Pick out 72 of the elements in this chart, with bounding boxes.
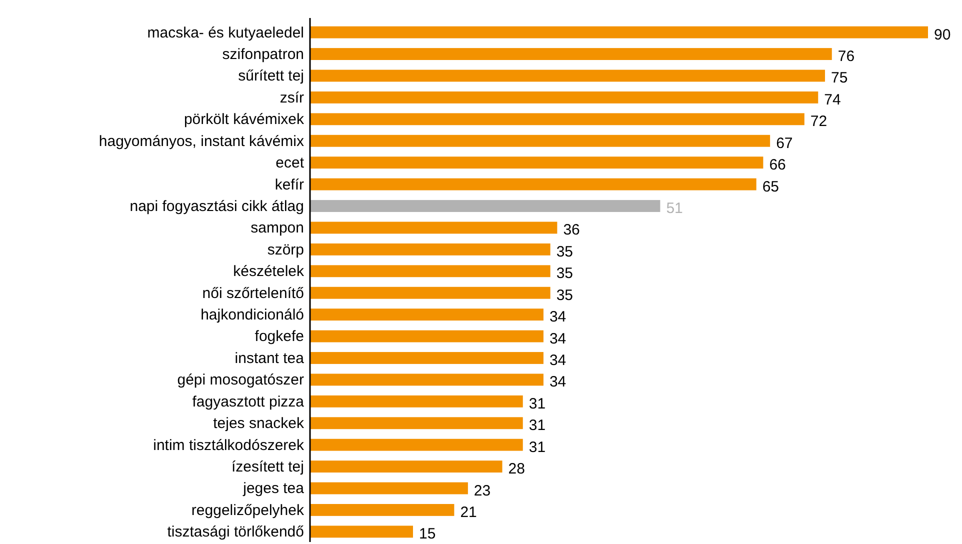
y-tick-label: instant tea: [234, 350, 305, 367]
bar: [310, 222, 558, 234]
y-tick-label: jeges tea: [242, 480, 305, 498]
bar: [310, 417, 523, 430]
bar: [310, 395, 523, 408]
y-tick-label: készételek: [233, 263, 304, 280]
data-label: 35: [556, 243, 574, 260]
data-label: 66: [769, 156, 786, 174]
data-label: 76: [838, 48, 855, 66]
y-tick-label: tejes snackek: [213, 415, 304, 432]
y-tick-label: kefír: [274, 176, 304, 194]
data-label: 15: [419, 526, 436, 543]
bar: [310, 330, 544, 342]
data-label: 75: [831, 70, 848, 87]
data-label: 51: [666, 200, 683, 218]
bar: [310, 374, 544, 386]
y-tick-label: női szőrtelenítő: [202, 284, 304, 302]
y-tick-label: gépi mosogatószer: [177, 372, 304, 389]
data-label: 34: [549, 330, 566, 348]
y-tick-label: ízesített tej: [231, 458, 304, 476]
bar: [310, 156, 764, 169]
data-label: 67: [776, 134, 793, 152]
y-tick-label: ecet: [276, 154, 305, 172]
data-label: 31: [528, 417, 546, 434]
data-label: 21: [460, 504, 477, 521]
y-tick-label: hagyományos, instant kávémix: [98, 132, 304, 150]
data-label: 35: [556, 286, 574, 304]
bar: [310, 438, 523, 451]
data-label: 28: [508, 460, 525, 478]
y-tick-label: sűrített tej: [238, 68, 304, 85]
data-label: 31: [528, 395, 546, 412]
bar: [310, 178, 756, 190]
y-tick-label: fogkefe: [254, 328, 304, 346]
bar: [310, 26, 928, 38]
y-tick-label: szörp: [267, 241, 304, 258]
data-label: 36: [563, 222, 580, 239]
bar: [310, 134, 770, 147]
bar: [310, 200, 660, 212]
y-tick-label: napi fogyasztási cikk átlag: [130, 198, 304, 215]
bar: [310, 504, 454, 516]
bar: [310, 460, 502, 473]
y-tick-label: reggelizőpelyhek: [191, 502, 304, 519]
bar: [310, 526, 413, 538]
bar: [310, 113, 804, 126]
y-tick-label: macska- és kutyaeledel: [147, 24, 304, 42]
y-tick-label: hajkondicionáló: [200, 306, 304, 324]
bar: [310, 70, 825, 82]
bar: [310, 265, 550, 278]
y-tick-label: intim tisztálkodószerek: [153, 436, 304, 454]
y-tick-label: sampon: [250, 220, 304, 237]
data-label: 34: [549, 374, 566, 391]
y-tick-label: pörkölt kávémixek: [184, 111, 304, 128]
bar: [310, 482, 468, 494]
data-label: 35: [556, 265, 574, 282]
data-label: 34: [549, 352, 566, 369]
y-tick-label: tisztasági törlőkendő: [167, 524, 304, 541]
y-tick-label: zsír: [280, 89, 304, 106]
data-label: 90: [934, 26, 951, 44]
data-label: 31: [528, 438, 546, 456]
data-label: 34: [549, 308, 566, 326]
data-label: 74: [824, 91, 841, 108]
y-tick-label: szifonpatron: [222, 46, 304, 63]
bar: [310, 243, 550, 256]
data-label: 65: [762, 178, 780, 196]
data-label: 23: [474, 482, 491, 500]
bar: [310, 48, 832, 60]
data-label: 72: [810, 113, 828, 130]
bar: [310, 286, 550, 299]
y-tick-label: fagyasztott pizza: [192, 393, 305, 410]
bar: [310, 308, 544, 321]
bar: [310, 352, 544, 364]
bar: [310, 91, 818, 104]
